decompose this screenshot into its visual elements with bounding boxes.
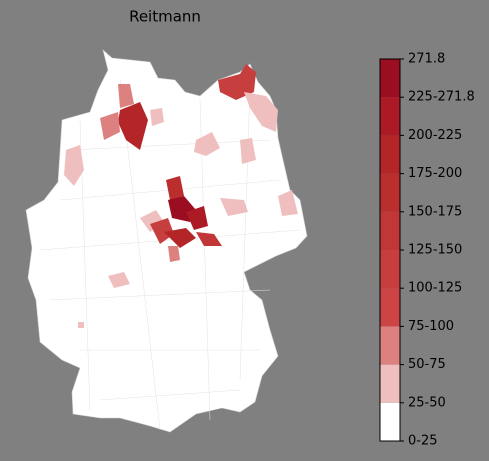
region	[118, 102, 148, 150]
region	[278, 190, 298, 216]
colorbar: 0-25 25-50 50-75 75-100 100-125 125-150 150-17…	[379, 52, 475, 449]
region	[168, 246, 180, 262]
colorbar-segment	[380, 59, 400, 98]
colorbar-tick-label: 50-75	[408, 357, 446, 372]
region	[244, 92, 278, 132]
colorbar-tick-label: 0-25	[408, 434, 438, 449]
colorbar-tick-label: 125-150	[408, 243, 462, 258]
region	[150, 218, 174, 244]
colorbar-segment	[380, 97, 400, 136]
region	[118, 84, 134, 108]
colorbar-tick-label: 75-100	[408, 319, 454, 334]
region	[108, 272, 130, 288]
germany-map	[25, 49, 308, 433]
region	[100, 112, 120, 140]
colorbar-tick-label: 25-50	[408, 395, 446, 410]
region	[166, 176, 184, 200]
colorbar-tick-label: 150-175	[408, 204, 462, 219]
region	[220, 198, 248, 216]
colorbar-segment	[380, 364, 400, 403]
region	[164, 228, 196, 248]
region	[240, 138, 256, 164]
colorbar-segment	[380, 211, 400, 250]
region	[150, 108, 164, 126]
colorbar-tick-label: 225-271.8	[408, 90, 475, 105]
colorbar-segment	[380, 326, 400, 365]
region	[196, 232, 222, 246]
colorbar-tick-label: 175-200	[408, 166, 462, 181]
colorbar-segment	[380, 250, 400, 289]
colorbar-tick-label: 271.8	[408, 52, 445, 67]
region	[186, 206, 208, 230]
map-title: Reitmann	[129, 8, 201, 26]
colorbar-segment	[380, 402, 400, 441]
region	[218, 64, 256, 100]
colorbar-tick-label: 100-125	[408, 281, 462, 296]
region	[64, 145, 84, 186]
region	[194, 132, 220, 156]
region	[140, 210, 164, 232]
colorbar-tick-label: 200-225	[408, 128, 462, 143]
region	[78, 322, 84, 328]
colorbar-segment	[380, 173, 400, 212]
colorbar-segment	[380, 135, 400, 174]
colorbar-segment	[380, 288, 400, 327]
